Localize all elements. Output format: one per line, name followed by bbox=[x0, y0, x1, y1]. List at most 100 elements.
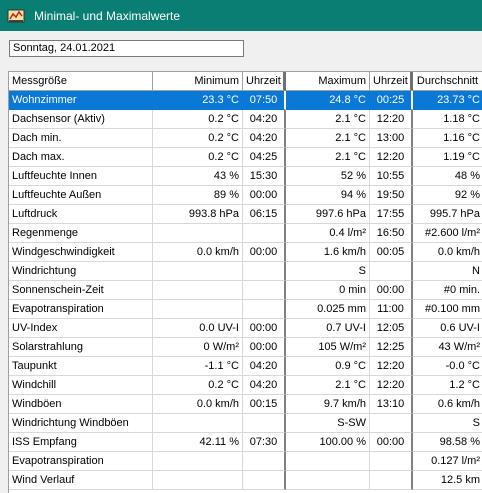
table-row[interactable]: Luftfeuchte Außen 89 % 00:00 94 % 19:50 92 % bbox=[9, 186, 482, 205]
table-header: Messgröße Minimum Uhrzeit Maximum Uhrzei… bbox=[9, 72, 482, 91]
cell-maximum: 2.1 °C bbox=[286, 376, 370, 395]
cell-messgroesse: Dach min. bbox=[9, 129, 153, 148]
header-uhrzeit-max[interactable]: Uhrzeit bbox=[370, 72, 413, 91]
table-row[interactable]: UV-Index 0.0 UV-I 00:00 0.7 UV-I 12:05 0.6 UV… bbox=[9, 319, 482, 338]
cell-messgroesse: Dachsensor (Aktiv) bbox=[9, 110, 153, 129]
cell-durchschnitt: 98.58 % bbox=[413, 433, 482, 452]
cell-uhrzeit-max: 16:50 bbox=[370, 224, 413, 243]
header-minimum[interactable]: Minimum bbox=[153, 72, 243, 91]
cell-messgroesse: Taupunkt bbox=[9, 357, 153, 376]
cell-maximum: 100.00 % bbox=[286, 433, 370, 452]
window-title: Minimal- und Maximalwerte bbox=[34, 8, 181, 23]
cell-minimum: 0.0 km/h bbox=[153, 395, 243, 414]
cell-uhrzeit-max: 19:50 bbox=[370, 186, 413, 205]
title-bar[interactable]: Minimal- und Maximalwerte bbox=[0, 0, 482, 31]
cell-maximum bbox=[286, 471, 370, 490]
cell-messgroesse: Windgeschwindigkeit bbox=[9, 243, 153, 262]
cell-messgroesse: Windrichtung Windböen bbox=[9, 414, 153, 433]
cell-maximum: 997.6 hPa bbox=[286, 205, 370, 224]
cell-maximum: 24.8 °C bbox=[286, 91, 370, 110]
cell-uhrzeit-min bbox=[243, 414, 286, 433]
cell-uhrzeit-min: 00:00 bbox=[243, 319, 286, 338]
cell-durchschnitt: 48 % bbox=[413, 167, 482, 186]
cell-minimum: 89 % bbox=[153, 186, 243, 205]
cell-durchschnitt: 43 W/m² bbox=[413, 338, 482, 357]
cell-minimum: 42.11 % bbox=[153, 433, 243, 452]
table-row[interactable]: Solarstrahlung 0 W/m² 00:00 105 W/m² 12:25 43… bbox=[9, 338, 482, 357]
cell-uhrzeit-max: 00:05 bbox=[370, 243, 413, 262]
cell-uhrzeit-max: 12:05 bbox=[370, 319, 413, 338]
cell-messgroesse: UV-Index bbox=[9, 319, 153, 338]
cell-minimum bbox=[153, 471, 243, 490]
table-row[interactable]: Luftdruck 993.8 hPa 06:15 997.6 hPa 17:55 995… bbox=[9, 205, 482, 224]
cell-maximum: 2.1 °C bbox=[286, 148, 370, 167]
table-row[interactable]: Wohnzimmer 23.3 °C 07:50 24.8 °C 00:25 23.73 … bbox=[9, 91, 482, 110]
cell-maximum: S bbox=[286, 262, 370, 281]
cell-messgroesse: Evapotranspiration bbox=[9, 300, 153, 319]
cell-minimum bbox=[153, 452, 243, 471]
table-row[interactable]: Evapotranspiration 0.127 l/m² bbox=[9, 452, 482, 471]
cell-minimum bbox=[153, 300, 243, 319]
cell-messgroesse: Wohnzimmer bbox=[9, 91, 153, 110]
cell-durchschnitt: 1.18 °C bbox=[413, 110, 482, 129]
table-row[interactable]: Windgeschwindigkeit 0.0 km/h 00:00 1.6 km/h… bbox=[9, 243, 482, 262]
table-row[interactable]: Luftfeuchte Innen 43 % 15:30 52 % 10:55 48 % bbox=[9, 167, 482, 186]
table-row[interactable]: Dachsensor (Aktiv) 0.2 °C 04:20 2.1 °C 12:20… bbox=[9, 110, 482, 129]
cell-uhrzeit-max: 17:55 bbox=[370, 205, 413, 224]
cell-uhrzeit-max: 13:10 bbox=[370, 395, 413, 414]
cell-durchschnitt: 995.7 hPa bbox=[413, 205, 482, 224]
table-row[interactable]: ISS Empfang 42.11 % 07:30 100.00 % 00:00 98.5… bbox=[9, 433, 482, 452]
date-field[interactable]: Sonntag, 24.01.2021 bbox=[9, 40, 244, 57]
cell-messgroesse: Luftfeuchte Außen bbox=[9, 186, 153, 205]
cell-durchschnitt: #0.100 mm bbox=[413, 300, 482, 319]
cell-minimum: 0 W/m² bbox=[153, 338, 243, 357]
cell-maximum: 0.9 °C bbox=[286, 357, 370, 376]
table-row[interactable]: Windrichtung Windböen S-SW S bbox=[9, 414, 482, 433]
cell-uhrzeit-min: 15:30 bbox=[243, 167, 286, 186]
cell-messgroesse: Dach max. bbox=[9, 148, 153, 167]
table-row[interactable]: Windböen 0.0 km/h 00:15 9.7 km/h 13:10 0.6 km… bbox=[9, 395, 482, 414]
cell-maximum: 0.7 UV-I bbox=[286, 319, 370, 338]
table-row[interactable]: Windrichtung S N bbox=[9, 262, 482, 281]
cell-minimum: 43 % bbox=[153, 167, 243, 186]
cell-maximum bbox=[286, 452, 370, 471]
header-durchschnitt[interactable]: Durchschnitt bbox=[413, 72, 482, 91]
cell-uhrzeit-max bbox=[370, 262, 413, 281]
table-row[interactable]: Taupunkt -1.1 °C 04:20 0.9 °C 12:20 -0.0 °C bbox=[9, 357, 482, 376]
table-row[interactable]: Wind Verlauf 12.5 km bbox=[9, 471, 482, 490]
values-table[interactable]: Messgröße Minimum Uhrzeit Maximum Uhrzei… bbox=[8, 71, 482, 493]
table-row[interactable]: Sonnenschein-Zeit 0 min 00:00 #0 min. bbox=[9, 281, 482, 300]
cell-uhrzeit-max: 12:20 bbox=[370, 357, 413, 376]
header-uhrzeit-min[interactable]: Uhrzeit bbox=[243, 72, 286, 91]
cell-uhrzeit-min: 04:25 bbox=[243, 148, 286, 167]
table-row[interactable]: Windchill 0.2 °C 04:20 2.1 °C 12:20 1.2 °C bbox=[9, 376, 482, 395]
cell-uhrzeit-max: 10:55 bbox=[370, 167, 413, 186]
cell-uhrzeit-max bbox=[370, 414, 413, 433]
cell-minimum: 0.2 °C bbox=[153, 110, 243, 129]
cell-durchschnitt: 23.73 °C bbox=[413, 91, 482, 110]
cell-uhrzeit-min bbox=[243, 262, 286, 281]
cell-messgroesse: Windrichtung bbox=[9, 262, 153, 281]
header-messgroesse[interactable]: Messgröße bbox=[9, 72, 153, 91]
cell-durchschnitt: #0 min. bbox=[413, 281, 482, 300]
cell-uhrzeit-min: 07:50 bbox=[243, 91, 286, 110]
cell-uhrzeit-max: 00:00 bbox=[370, 281, 413, 300]
client-area: Sonntag, 24.01.2021 Messgröße Minimum Uh… bbox=[0, 31, 482, 493]
cell-minimum: 0.0 km/h bbox=[153, 243, 243, 262]
cell-minimum bbox=[153, 262, 243, 281]
cell-durchschnitt: 0.6 km/h bbox=[413, 395, 482, 414]
table-row[interactable]: Evapotranspiration 0.025 mm 11:00 #0.100 mm bbox=[9, 300, 482, 319]
cell-messgroesse: Luftfeuchte Innen bbox=[9, 167, 153, 186]
table-row[interactable]: Dach min. 0.2 °C 04:20 2.1 °C 13:00 1.16 °C bbox=[9, 129, 482, 148]
table-row[interactable]: Regenmenge 0.4 l/m² 16:50 #2.600 l/m² bbox=[9, 224, 482, 243]
cell-uhrzeit-min: 00:00 bbox=[243, 186, 286, 205]
cell-uhrzeit-max: 00:25 bbox=[370, 91, 413, 110]
table-row[interactable]: Dach max. 0.2 °C 04:25 2.1 °C 12:20 1.19 °C bbox=[9, 148, 482, 167]
cell-messgroesse: Solarstrahlung bbox=[9, 338, 153, 357]
cell-uhrzeit-max: 12:20 bbox=[370, 376, 413, 395]
cell-uhrzeit-min bbox=[243, 224, 286, 243]
cell-uhrzeit-min: 00:00 bbox=[243, 338, 286, 357]
cell-uhrzeit-max: 13:00 bbox=[370, 129, 413, 148]
header-maximum[interactable]: Maximum bbox=[286, 72, 370, 91]
cell-uhrzeit-max: 12:20 bbox=[370, 110, 413, 129]
